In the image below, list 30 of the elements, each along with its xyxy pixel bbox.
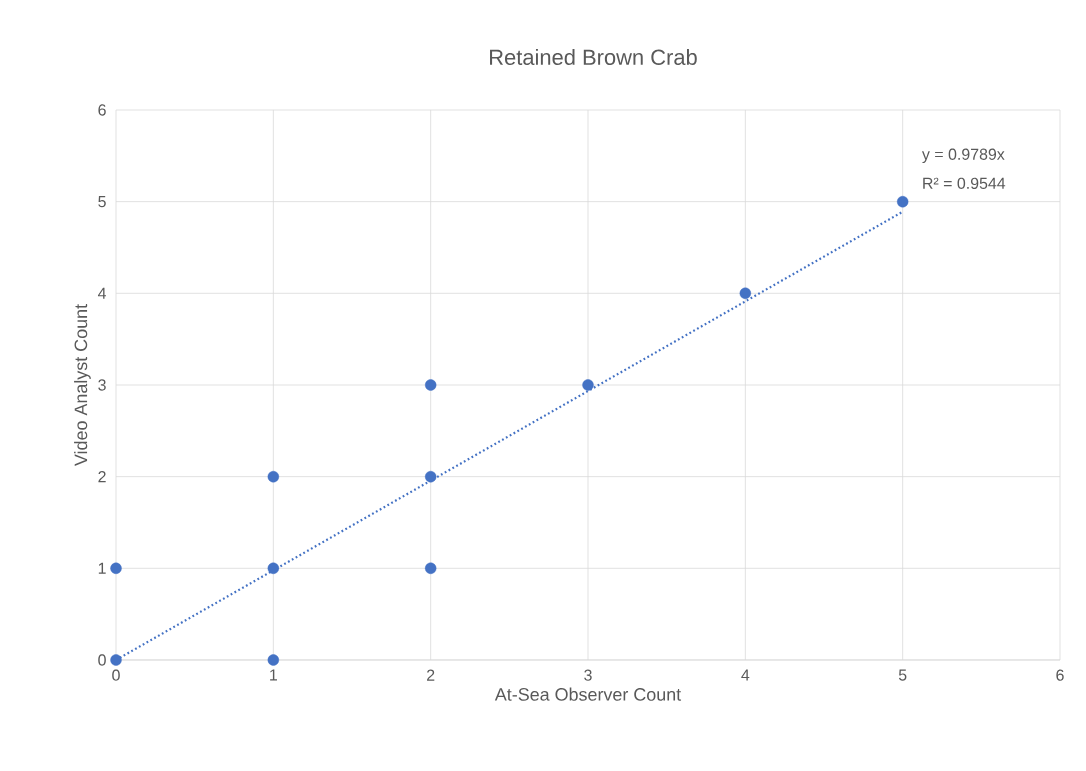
point xyxy=(424,470,437,483)
y-tick-label: 1 xyxy=(98,562,106,574)
annotation: R² = 0.9544 xyxy=(923,177,1006,189)
point xyxy=(267,470,280,483)
x-tick-label: 5 xyxy=(898,669,907,681)
y-axis-title: Video Analyst Count xyxy=(74,304,91,466)
x-tick-label: 1 xyxy=(270,669,277,681)
y-tick-label: 4 xyxy=(97,287,107,299)
point xyxy=(424,562,437,575)
y-tick-label: 2 xyxy=(98,471,106,483)
annotation: y = 0.9789x xyxy=(921,148,1005,164)
y-tick-label: 5 xyxy=(98,196,106,208)
point xyxy=(110,562,122,575)
x-tick-label: 2 xyxy=(427,669,435,681)
y-tick-label: 0 xyxy=(98,654,106,666)
point xyxy=(267,654,280,666)
x-tick-label: 3 xyxy=(584,669,592,681)
point xyxy=(110,654,122,666)
point xyxy=(267,562,280,575)
point xyxy=(739,287,752,300)
point xyxy=(424,379,437,391)
x-tick-label: 6 xyxy=(1056,669,1064,681)
x-tick-label: 4 xyxy=(741,669,750,681)
chart-title: Retained Brown Crab xyxy=(490,48,697,66)
x-tick-label: 0 xyxy=(112,669,120,681)
point xyxy=(582,379,594,391)
x-axis-title: At-Sea Observer Count xyxy=(494,687,682,701)
y-tick-label: 6 xyxy=(98,104,106,116)
point xyxy=(896,195,909,208)
y-tick-label: 3 xyxy=(98,379,106,391)
